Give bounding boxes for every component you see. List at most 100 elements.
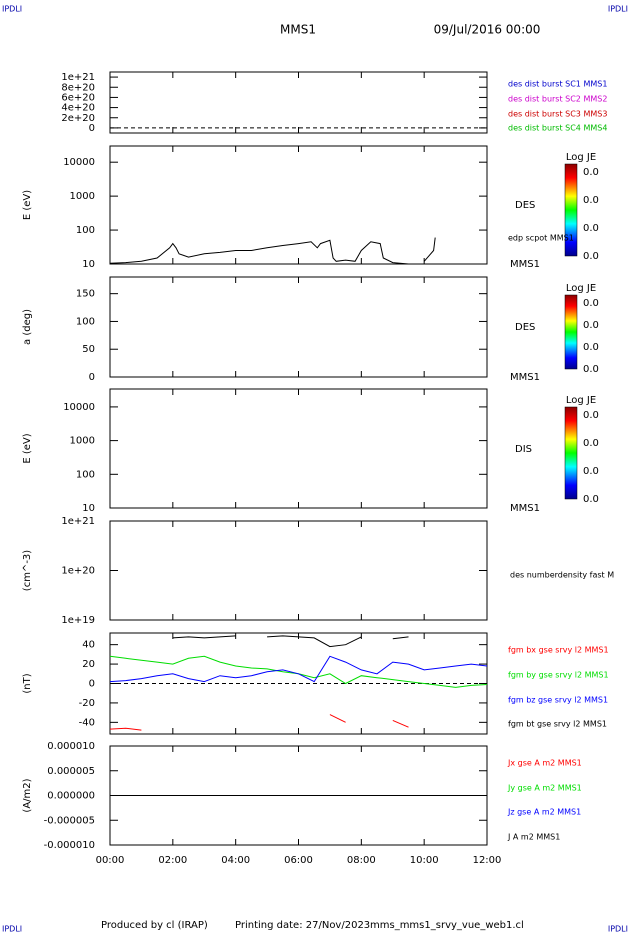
series-label: J A m2 MMS1 bbox=[507, 833, 560, 842]
colorbar-tick-label: 0.0 bbox=[583, 195, 599, 206]
y-tick-label: 6e+20 bbox=[61, 92, 95, 103]
y-tick-label: 0 bbox=[89, 123, 95, 134]
footer-text: mms_mms1_srvy_vue_web1.cl bbox=[370, 920, 524, 931]
y-axis-label: (A/m2) bbox=[22, 778, 33, 812]
x-tick-label: 08:00 bbox=[347, 855, 376, 866]
side-label: DIS bbox=[515, 444, 532, 455]
y-tick-label: 0.000010 bbox=[47, 741, 95, 752]
y-tick-label: 1e+21 bbox=[61, 72, 95, 83]
series-label: fgm by gse srvy l2 MMS1 bbox=[508, 671, 609, 680]
side-label: MMS1 bbox=[510, 503, 540, 514]
y-tick-label: 50 bbox=[82, 344, 95, 355]
plot-frame bbox=[109, 145, 488, 265]
y-axis-label: (nT) bbox=[22, 673, 33, 693]
data-line bbox=[109, 714, 409, 731]
side-label: DES bbox=[515, 322, 535, 333]
date: 09/Jul/2016 00:00 bbox=[434, 23, 541, 37]
series-label: edp scpot MMS1 bbox=[508, 234, 574, 243]
y-axis-label: E (eV) bbox=[22, 190, 33, 220]
colorbar-tick-label: 0.0 bbox=[583, 494, 599, 505]
colorbar-tick-label: 0.0 bbox=[583, 167, 599, 178]
y-tick-label: 4e+20 bbox=[61, 103, 95, 114]
colorbar-title: Log JE bbox=[566, 283, 596, 294]
data-line bbox=[109, 237, 436, 265]
data-line bbox=[109, 655, 488, 688]
colorbar-tick-label: 0.0 bbox=[583, 438, 599, 449]
legend-entry: des dist burst SC1 MMS1 bbox=[508, 80, 607, 89]
y-tick-label: 10 bbox=[82, 503, 95, 514]
side-label: MMS1 bbox=[510, 372, 540, 383]
footer-text: Produced by cl (IRAP) bbox=[101, 920, 208, 931]
colorbar-title: Log JE bbox=[566, 152, 596, 163]
plot-frame bbox=[109, 520, 488, 621]
colorbar-tick-label: 0.0 bbox=[583, 364, 599, 375]
y-tick-label: 0 bbox=[89, 679, 95, 690]
y-tick-label: 1e+19 bbox=[61, 615, 95, 626]
corner-label: IPDLI bbox=[2, 5, 22, 14]
y-tick-label: 1000 bbox=[70, 191, 95, 202]
y-tick-label: 0.000000 bbox=[47, 791, 95, 802]
colorbar-tick-label: 0.0 bbox=[583, 251, 599, 262]
legend-entry: des dist burst SC3 MMS3 bbox=[508, 110, 607, 119]
y-axis-label: E (eV) bbox=[22, 433, 33, 463]
data-line bbox=[172, 635, 409, 648]
series-label: Jy gse A m2 MMS1 bbox=[507, 784, 582, 793]
y-tick-label: 2e+20 bbox=[61, 113, 95, 124]
side-label: MMS1 bbox=[510, 259, 540, 270]
x-tick-label: 10:00 bbox=[410, 855, 439, 866]
series-label: Jx gse A m2 MMS1 bbox=[507, 759, 582, 768]
y-tick-label: -0.000010 bbox=[44, 840, 95, 851]
colorbar-tick-label: 0.0 bbox=[583, 342, 599, 353]
y-axis-label: (cm^-3) bbox=[22, 550, 33, 591]
y-tick-label: 1e+21 bbox=[61, 516, 95, 527]
y-tick-label: 100 bbox=[76, 225, 95, 236]
data-line bbox=[109, 655, 488, 683]
y-tick-label: -0.000005 bbox=[44, 815, 95, 826]
colorbar-title: Log JE bbox=[566, 395, 596, 406]
y-tick-label: 10 bbox=[82, 259, 95, 270]
y-tick-label: 10000 bbox=[63, 157, 95, 168]
y-tick-label: 0 bbox=[89, 372, 95, 383]
side-label: DES bbox=[515, 200, 535, 211]
y-tick-label: 1e+20 bbox=[61, 566, 95, 577]
y-tick-label: 20 bbox=[82, 659, 95, 670]
legend-entry: des dist burst SC2 MMS2 bbox=[508, 95, 607, 104]
y-tick-label: 100 bbox=[76, 469, 95, 480]
colorbar-tick-label: 0.0 bbox=[583, 223, 599, 234]
x-tick-label: 12:00 bbox=[473, 855, 502, 866]
colorbar-tick-label: 0.0 bbox=[583, 410, 599, 421]
y-tick-label: 150 bbox=[76, 289, 95, 300]
corner-label: IPDLI bbox=[2, 925, 22, 934]
corner-label: IPDLI bbox=[608, 5, 628, 14]
y-tick-label: 1000 bbox=[70, 436, 95, 447]
y-tick-label: 8e+20 bbox=[61, 82, 95, 93]
colorbar-tick-label: 0.0 bbox=[583, 466, 599, 477]
legend-entry: des dist burst SC4 MMS4 bbox=[508, 124, 607, 133]
series-label: fgm bt gse srvy l2 MMS1 bbox=[508, 720, 607, 729]
y-tick-label: 0.000005 bbox=[47, 766, 95, 777]
plot-frame bbox=[109, 388, 488, 509]
series-label: Jz gse A m2 MMS1 bbox=[507, 808, 581, 817]
plot-frame bbox=[109, 71, 488, 134]
series-label: fgm bx gse srvy l2 MMS1 bbox=[508, 646, 609, 655]
x-tick-label: 00:00 bbox=[96, 855, 125, 866]
y-tick-label: 100 bbox=[76, 316, 95, 327]
y-tick-label: 40 bbox=[82, 640, 95, 651]
plot-frame bbox=[109, 276, 488, 378]
x-tick-label: 06:00 bbox=[284, 855, 313, 866]
chart-title: MMS1 bbox=[280, 23, 316, 37]
x-tick-label: 04:00 bbox=[221, 855, 250, 866]
x-tick-label: 02:00 bbox=[158, 855, 187, 866]
corner-label: IPDLI bbox=[608, 925, 628, 934]
series-label: fgm bz gse srvy l2 MMS1 bbox=[508, 696, 608, 705]
colorbar bbox=[564, 163, 578, 257]
colorbar-tick-label: 0.0 bbox=[583, 298, 599, 309]
y-tick-label: 10000 bbox=[63, 402, 95, 413]
side-label: des numberdensity fast M bbox=[510, 571, 614, 580]
y-tick-label: -20 bbox=[79, 698, 95, 709]
colorbar bbox=[564, 294, 578, 370]
colorbar-tick-label: 0.0 bbox=[583, 320, 599, 331]
y-tick-label: -40 bbox=[79, 717, 95, 728]
y-axis-label: a (deg) bbox=[22, 309, 33, 345]
